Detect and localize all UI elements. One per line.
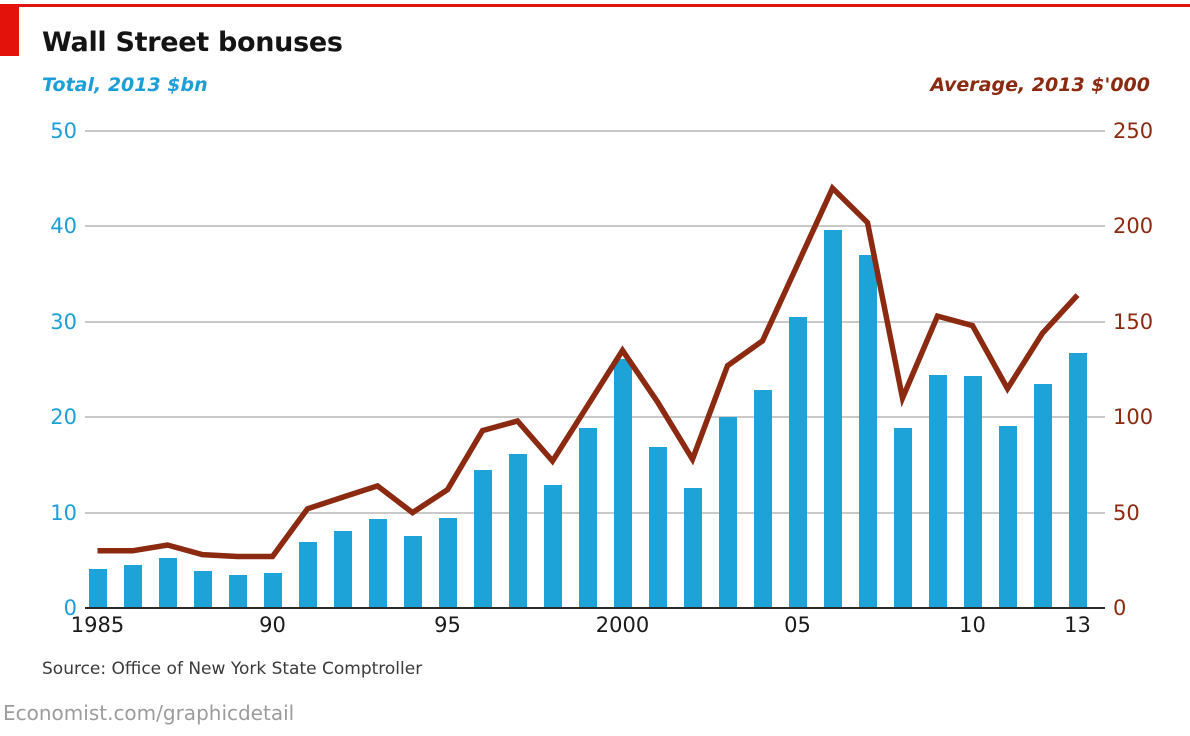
bar-2010	[963, 376, 982, 608]
left-tick-40: 40	[50, 214, 77, 239]
economist-red-tab	[0, 4, 19, 56]
x-tick-95: 95	[434, 613, 461, 637]
left-tick-0: 0	[63, 596, 77, 620]
top-red-rule	[0, 4, 1190, 7]
right-tick-100: 100	[1113, 405, 1154, 430]
bar-2004	[753, 389, 772, 608]
right-tick-0: 0	[1113, 596, 1127, 620]
bar-1989	[228, 574, 247, 608]
bar-1991	[298, 542, 317, 608]
bar-2002	[683, 487, 702, 608]
x-tick-2000: 2000	[595, 613, 650, 637]
gridline-40	[85, 225, 1105, 228]
bar-1992	[333, 530, 352, 608]
x-tick-13: 13	[1064, 613, 1091, 637]
average-line	[97, 183, 1080, 560]
bar-1999	[578, 427, 597, 608]
bar-2012	[1033, 383, 1052, 608]
bar-2007	[858, 255, 877, 608]
gridline-20	[85, 416, 1105, 419]
bar-2011	[998, 425, 1017, 608]
bar-1997	[508, 454, 527, 608]
x-tick-05: 05	[784, 613, 811, 637]
x-tick-1985: 1985	[70, 613, 125, 637]
bar-2013	[1068, 353, 1087, 608]
right-tick-250: 250	[1113, 119, 1154, 143]
bar-1988	[193, 570, 212, 608]
right-tick-150: 150	[1113, 309, 1154, 334]
bar-1994	[403, 535, 422, 608]
right-tick-200: 200	[1113, 214, 1154, 239]
footer-url: Economist.com/graphicdetail	[3, 701, 295, 725]
left-tick-20: 20	[50, 405, 77, 430]
bar-2001	[648, 446, 667, 608]
bar-2006	[823, 230, 842, 608]
x-tick-10: 10	[959, 613, 986, 637]
bar-2005	[788, 317, 807, 608]
bar-2009	[928, 375, 947, 608]
right-tick-50: 50	[1113, 500, 1140, 525]
bar-2003	[718, 417, 737, 608]
bar-1995	[438, 518, 457, 608]
bar-1998	[543, 484, 562, 608]
bar-1990	[263, 572, 282, 608]
x-tick-90: 90	[259, 613, 286, 637]
bar-1986	[123, 565, 142, 608]
page-title: Wall Street bonuses	[42, 27, 343, 58]
source-note: Source: Office of New York State Comptro…	[42, 659, 423, 679]
left-tick-50: 50	[50, 119, 77, 143]
plot-area: 50 40 30 20 10 0 250 200 150 100 50 0 1985 90 95 2000…	[50, 119, 1153, 637]
right-axis-title: Average, 2013 $'000	[930, 74, 1150, 96]
bar-1993	[368, 519, 387, 608]
bar-1985	[88, 568, 107, 608]
bar-1987	[158, 558, 177, 608]
gridline-30	[85, 320, 1105, 323]
gridline-50	[85, 130, 1105, 132]
line-series-average	[97, 183, 1080, 560]
x-axis-baseline	[85, 607, 1105, 609]
left-tick-10: 10	[50, 500, 77, 525]
bar-2000	[613, 359, 632, 608]
bar-1996	[473, 469, 492, 608]
left-tick-30: 30	[50, 309, 77, 334]
bar-2008	[893, 427, 912, 608]
left-axis-title: Total, 2013 $bn	[42, 74, 208, 96]
